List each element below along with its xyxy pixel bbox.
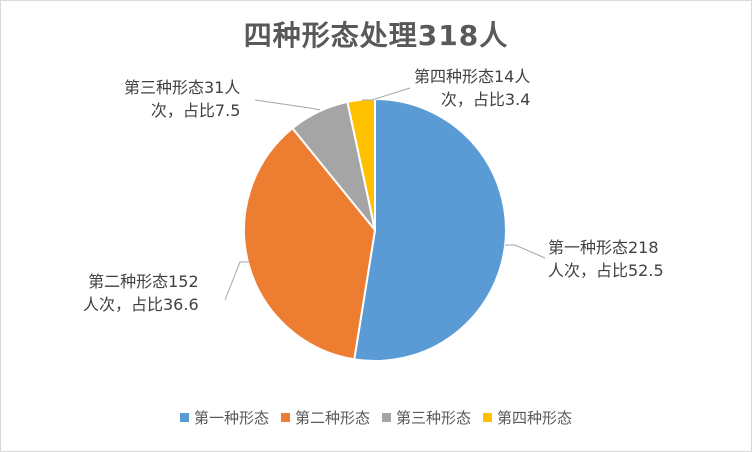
chart-legend: 第一种形态 第二种形态 第三种形态 第四种形态 — [0, 407, 752, 428]
legend-label-form-1: 第一种形态 — [193, 409, 269, 427]
data-label-form-2-line-2: 人次，占比36.6 — [83, 295, 199, 314]
data-label-form-4-line-2: 次，占比3.4 — [440, 90, 531, 109]
leader-line-form-3 — [254, 99, 321, 111]
leader-line-form-2 — [224, 261, 250, 301]
data-label-form-2: 第二种形态152 人次，占比36.6 — [83, 270, 199, 316]
data-label-form-1-line-1: 第一种形态218 — [548, 238, 659, 257]
leader-line-form-1 — [505, 244, 546, 259]
legend-swatch-form-3 — [382, 413, 391, 422]
data-label-form-4: 第四种形态14人 次，占比3.4 — [414, 65, 530, 111]
data-label-form-1-line-2: 人次，占比52.5 — [548, 261, 664, 280]
data-label-form-3-line-1: 第三种形态31人 — [124, 78, 241, 97]
legend-item-form-2[interactable]: 第二种形态 — [280, 407, 370, 428]
pie-slice-form-1[interactable] — [353, 97, 507, 362]
legend-item-form-4[interactable]: 第四种形态 — [483, 407, 572, 428]
data-label-form-3: 第三种形态31人 次，占比7.5 — [124, 76, 240, 122]
legend-label-form-4: 第四种形态 — [497, 409, 573, 427]
data-label-form-1: 第一种形态218 人次，占比52.5 — [548, 236, 664, 282]
data-label-form-4-line-1: 第四种形态14人 — [414, 67, 531, 86]
pie-slice-form-2[interactable] — [243, 126, 377, 361]
legend-label-form-2: 第二种形态 — [294, 409, 370, 427]
legend-item-form-1[interactable]: 第一种形态 — [179, 407, 269, 428]
legend-swatch-form-4 — [483, 413, 493, 422]
legend-swatch-form-2 — [280, 413, 290, 422]
leader-line-form-4 — [362, 87, 411, 101]
chart-title: 四种形态处理318人 — [243, 19, 509, 52]
legend-label-form-3: 第三种形态 — [396, 409, 472, 427]
legend-swatch-form-1 — [179, 413, 189, 422]
data-label-form-3-line-2: 次，占比7.5 — [150, 101, 241, 120]
data-label-form-2-line-1: 第二种形态152 — [88, 272, 199, 291]
legend-item-form-3[interactable]: 第三种形态 — [382, 407, 471, 428]
